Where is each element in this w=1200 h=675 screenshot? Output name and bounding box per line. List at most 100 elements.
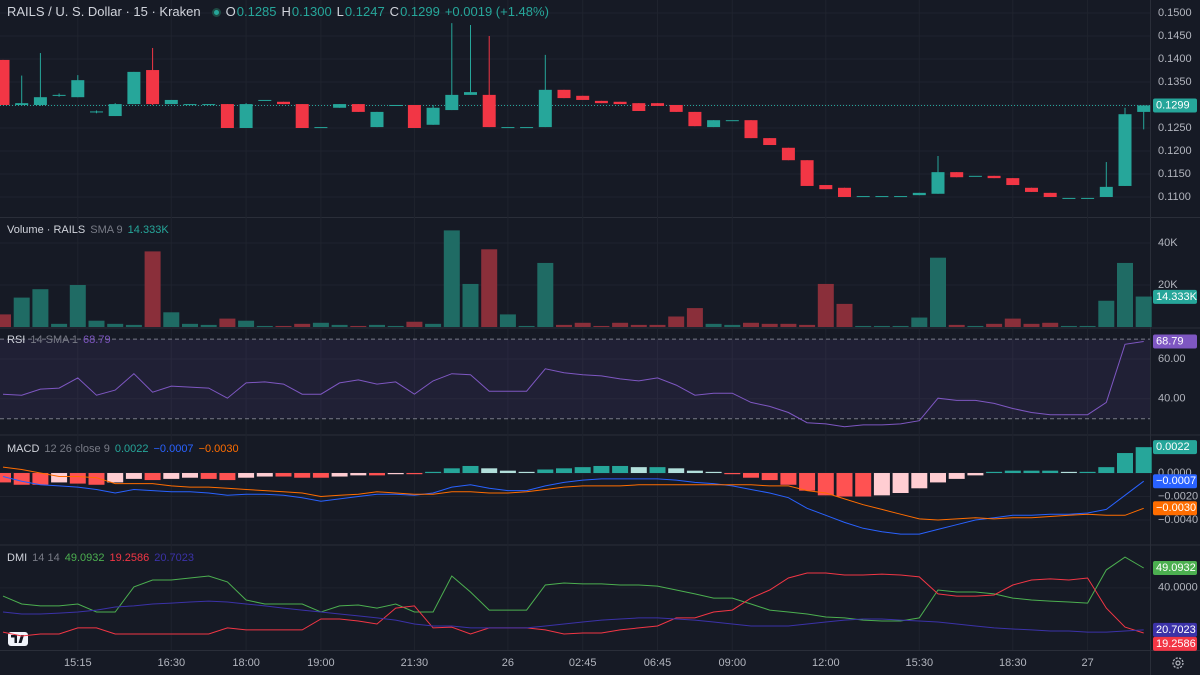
volume-bar (32, 289, 49, 327)
candle-body (333, 104, 347, 108)
last-value-label: −0.0007 (1156, 475, 1196, 487)
volume-bar (275, 325, 292, 327)
macd-histogram-bar (630, 467, 647, 474)
candle-body (950, 172, 964, 178)
gear[interactable] (1172, 657, 1184, 669)
candle-body (314, 127, 328, 129)
settings-icon[interactable] (1172, 657, 1184, 669)
legend-value: −0.0007 (153, 443, 194, 455)
x-tick-label: 12:00 (812, 657, 840, 669)
volume-bar (387, 325, 404, 327)
volume-bar (1117, 262, 1133, 327)
macd-histogram-bar (51, 473, 68, 483)
indicator-line (2, 572, 1144, 637)
macd-histogram-bar (668, 468, 685, 474)
y-tick-label: −0.0020 (1158, 490, 1198, 502)
candle-body (557, 89, 571, 99)
macd-histogram-bar (593, 465, 610, 474)
gear-hub[interactable] (1175, 660, 1181, 666)
volume-bar (107, 323, 124, 327)
x-tick-label: 18:00 (232, 657, 260, 669)
logo-mark (11, 635, 24, 643)
candle-body (426, 107, 440, 125)
last-value-tag (1153, 501, 1197, 516)
rsi-band (0, 339, 1150, 419)
x-tick-label: 26 (502, 657, 514, 669)
volume-bar (182, 323, 198, 327)
candle-body (389, 105, 403, 107)
volume-bar (369, 324, 385, 327)
macd-histogram-bar (724, 473, 741, 475)
macd-histogram-bar (0, 473, 11, 483)
macd-histogram-bar (649, 467, 666, 474)
ohlc-value: 0.1300 (291, 4, 332, 19)
candle-body (482, 94, 496, 128)
volume-bar (780, 323, 797, 327)
candle-body (707, 120, 721, 128)
legend-value: 49.0932 (64, 552, 105, 564)
volume-bar (1135, 296, 1152, 327)
last-value-tag (1153, 622, 1197, 637)
volume-bar (462, 283, 479, 327)
volume-bar (743, 322, 759, 327)
volume-bar (331, 324, 348, 327)
volume-bar (593, 325, 610, 327)
candle-body (146, 70, 160, 105)
macd-histogram-bar (350, 473, 367, 476)
macd-histogram-bar (331, 473, 348, 477)
macd-histogram-bar (387, 473, 404, 475)
volume-bar (649, 324, 666, 327)
y-tick-label: 60.00 (1158, 353, 1186, 365)
macd-histogram-bar (275, 473, 292, 477)
candle-body (1137, 105, 1151, 112)
volume-bar (1042, 322, 1059, 327)
indicator-line (2, 556, 1144, 622)
macd-histogram-bar (462, 465, 479, 474)
volume-bar (125, 324, 142, 327)
ohlc-value: 0.1299 (400, 4, 440, 19)
macd-histogram-bar (967, 473, 984, 476)
candle-body (258, 99, 272, 101)
last-value-label: 19.2586 (1156, 638, 1196, 650)
candle-body (875, 196, 889, 198)
macd-histogram-bar (499, 470, 516, 474)
volume-bar (1079, 325, 1096, 327)
volume-bar (1023, 323, 1040, 327)
status-dot (211, 8, 221, 17)
legend-title: Volume · RAILS (7, 224, 86, 236)
macd-histogram-bar (892, 473, 909, 493)
last-value-tag (1153, 440, 1197, 455)
candle-body (277, 101, 290, 105)
ohlc-key: O (225, 4, 236, 19)
volume-bar (88, 320, 105, 327)
volume-bar (200, 324, 217, 327)
candle-body (931, 172, 945, 194)
volume-bar (817, 283, 834, 327)
macd-histogram-bar (537, 469, 554, 474)
volume-bar (967, 325, 984, 327)
volume-bar (312, 322, 329, 327)
volume-bar (873, 325, 890, 327)
macd-histogram-bar (1079, 471, 1096, 474)
y-tick-label: 0.1350 (1158, 76, 1192, 88)
y-tick-label: 0.1400 (1158, 53, 1192, 65)
macd-histogram-bar (481, 468, 498, 474)
legend-title: MACD (7, 443, 40, 455)
x-tick-label: 09:00 (719, 657, 747, 669)
macd-histogram-bar (369, 473, 385, 476)
volume-bar (556, 324, 572, 327)
pane-legend: DMI 14 14 49.0932 19.2586 20.7023 (7, 551, 199, 565)
macd-histogram-bar (1135, 447, 1152, 474)
legend-title: DMI (7, 552, 28, 564)
candle-body (295, 104, 309, 129)
candle-body (1006, 178, 1020, 186)
macd-histogram-bar (163, 473, 180, 479)
last-value-label: 20.7023 (1156, 624, 1196, 636)
macd-histogram-bar (836, 473, 853, 497)
change: +0.0019 (+1.48%) (444, 4, 549, 19)
y-tick-label: 20K (1158, 279, 1178, 291)
candle-body (968, 175, 982, 177)
candle-body (1043, 192, 1057, 197)
macd-histogram-bar (686, 470, 703, 474)
